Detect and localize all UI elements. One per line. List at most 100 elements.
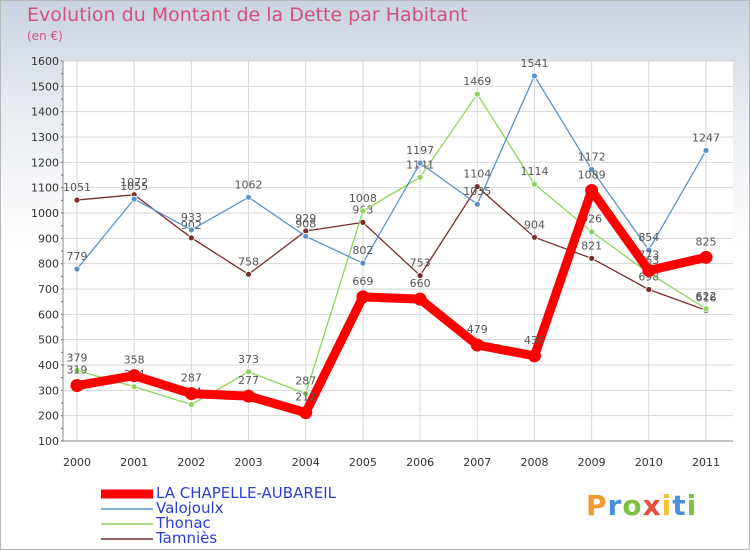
data-label: 1062 <box>235 178 263 191</box>
logo-letter: o <box>622 489 643 522</box>
data-label: 1104 <box>463 168 491 181</box>
data-point <box>245 193 252 201</box>
y-tick-label: 1500 <box>31 80 59 93</box>
y-tick-label: 1600 <box>31 55 59 68</box>
data-label: 287 <box>181 372 202 385</box>
data-label: 479 <box>467 323 488 336</box>
y-tick-label: 600 <box>38 308 59 321</box>
data-label: 358 <box>124 354 145 367</box>
data-label: 1072 <box>120 176 148 189</box>
data-label: 1051 <box>63 181 91 194</box>
data-label: 212 <box>295 391 316 404</box>
data-label: 379 <box>67 351 88 364</box>
data-label: 622 <box>696 290 717 303</box>
data-label: 802 <box>352 244 373 257</box>
y-tick-label: 700 <box>38 283 59 296</box>
data-point <box>645 286 653 293</box>
x-tick-label: 2011 <box>692 456 720 469</box>
y-tick-label: 800 <box>38 258 59 271</box>
data-point <box>356 290 370 304</box>
data-label: 902 <box>181 219 202 232</box>
data-point <box>245 368 252 376</box>
x-tick-label: 2009 <box>578 456 606 469</box>
y-tick-label: 400 <box>38 359 59 372</box>
x-tick-label: 2007 <box>463 456 491 469</box>
data-label: 616 <box>696 291 717 304</box>
x-tick-label: 2008 <box>520 456 548 469</box>
data-point <box>473 90 481 98</box>
data-point <box>531 180 538 188</box>
data-label: 436 <box>524 334 545 347</box>
logo-letter: t <box>672 489 687 522</box>
data-label: 319 <box>67 364 88 377</box>
data-label: 277 <box>238 374 259 387</box>
data-label: 660 <box>410 277 431 290</box>
x-tick-label: 2000 <box>63 456 91 469</box>
series-line <box>76 75 707 270</box>
y-tick-label: 300 <box>38 384 59 397</box>
data-point <box>585 183 599 197</box>
series-line <box>76 186 707 311</box>
data-point <box>470 338 484 352</box>
data-label: 1008 <box>349 192 377 205</box>
data-point <box>187 401 195 408</box>
x-tick-label: 2002 <box>177 456 205 469</box>
data-label: 1089 <box>578 168 606 181</box>
data-point <box>473 200 481 208</box>
x-tick-label: 2001 <box>120 456 148 469</box>
data-point <box>184 387 198 401</box>
data-point <box>527 349 541 363</box>
data-label: 854 <box>638 231 659 244</box>
data-point <box>359 259 367 267</box>
data-label: 933 <box>181 211 202 224</box>
data-label: 1055 <box>120 180 148 193</box>
y-tick-label: 100 <box>38 435 59 448</box>
data-point <box>187 226 195 234</box>
data-point <box>413 292 427 306</box>
data-point <box>359 207 367 215</box>
y-tick-label: 1300 <box>31 131 59 144</box>
data-point <box>302 232 310 240</box>
data-point <box>242 389 256 403</box>
data-label: 1541 <box>520 57 548 70</box>
data-point <box>588 228 596 236</box>
data-label: 669 <box>352 275 373 288</box>
data-label: 1197 <box>406 144 434 157</box>
data-point <box>416 173 424 181</box>
series-line <box>72 185 711 418</box>
data-point <box>73 196 81 204</box>
x-tick-label: 2005 <box>349 456 377 469</box>
data-point <box>702 147 710 154</box>
data-label: 758 <box>238 255 259 268</box>
x-tick-label: 2010 <box>635 456 663 469</box>
legend-label: Tamniès <box>156 529 218 547</box>
data-point <box>588 166 596 173</box>
proxiti-logo: Proxiti <box>586 489 697 522</box>
plot-area <box>63 61 733 441</box>
x-tick-label: 2006 <box>406 456 434 469</box>
data-label: 908 <box>295 217 316 230</box>
data-label: 773 <box>638 249 659 262</box>
data-point <box>531 72 538 80</box>
data-point <box>302 390 310 398</box>
data-point <box>702 305 710 313</box>
data-label: 904 <box>524 218 545 231</box>
data-label: 779 <box>67 250 88 263</box>
data-label: 929 <box>295 212 316 225</box>
data-label: 373 <box>238 353 259 366</box>
data-label: 1247 <box>692 131 720 144</box>
data-point <box>416 272 424 279</box>
data-point <box>645 246 653 254</box>
data-label: 287 <box>295 375 316 388</box>
data-point <box>130 383 138 391</box>
y-tick-label: 1200 <box>31 156 59 169</box>
y-tick-label: 500 <box>38 334 59 347</box>
data-label: 753 <box>410 257 431 270</box>
data-point <box>588 254 596 262</box>
data-point <box>70 379 84 393</box>
data-point <box>299 406 313 420</box>
data-label: 1114 <box>520 165 548 178</box>
x-tick-label: 2003 <box>235 456 263 469</box>
y-tick-label: 200 <box>38 410 59 423</box>
